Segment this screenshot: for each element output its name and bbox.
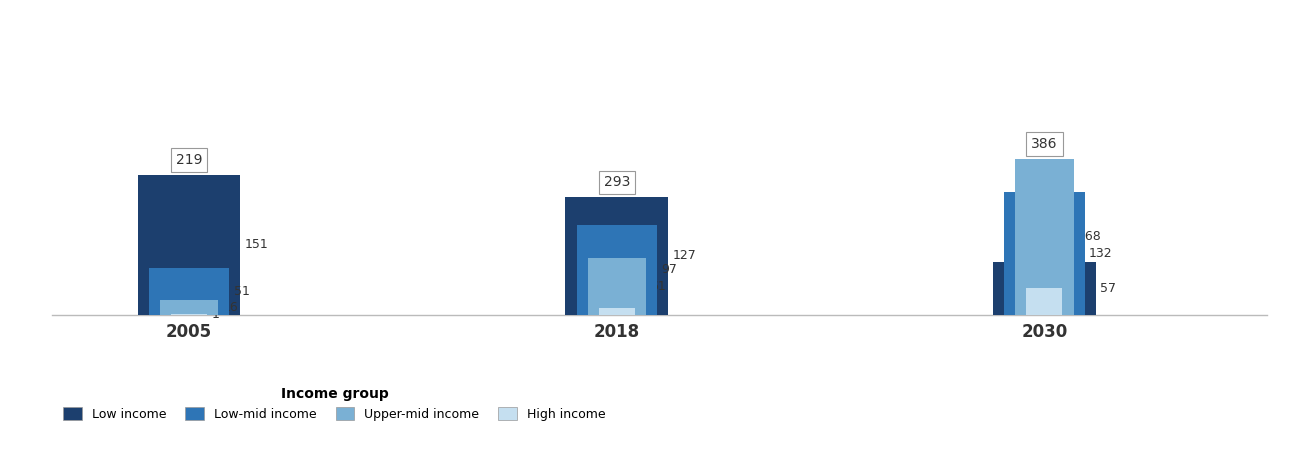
Text: 97: 97: [661, 263, 677, 276]
Text: 151: 151: [244, 238, 269, 251]
Bar: [1004, 192, 1084, 315]
Text: 61: 61: [650, 280, 666, 293]
Bar: [565, 197, 669, 315]
Bar: [599, 307, 635, 315]
Text: 1: 1: [212, 308, 219, 321]
Bar: [588, 258, 646, 315]
Bar: [576, 225, 657, 315]
Text: 219: 219: [176, 153, 202, 167]
Bar: [137, 175, 240, 315]
Text: 132: 132: [1089, 247, 1113, 260]
Text: 168: 168: [1077, 230, 1101, 243]
Legend: Low income, Low-mid income, Upper-mid income, High income: Low income, Low-mid income, Upper-mid in…: [59, 382, 610, 426]
Bar: [993, 262, 1096, 315]
Bar: [171, 314, 208, 315]
Text: 293: 293: [603, 176, 629, 189]
Bar: [1015, 159, 1074, 315]
Text: 386: 386: [1032, 137, 1058, 151]
Bar: [149, 268, 230, 315]
Text: 57: 57: [1100, 282, 1117, 295]
Text: 8: 8: [639, 305, 646, 318]
Text: 16: 16: [222, 301, 238, 314]
Text: 127: 127: [673, 249, 696, 262]
Bar: [161, 300, 218, 315]
Bar: [1027, 288, 1062, 315]
Text: 29: 29: [1067, 295, 1083, 308]
Text: 51: 51: [234, 285, 249, 298]
